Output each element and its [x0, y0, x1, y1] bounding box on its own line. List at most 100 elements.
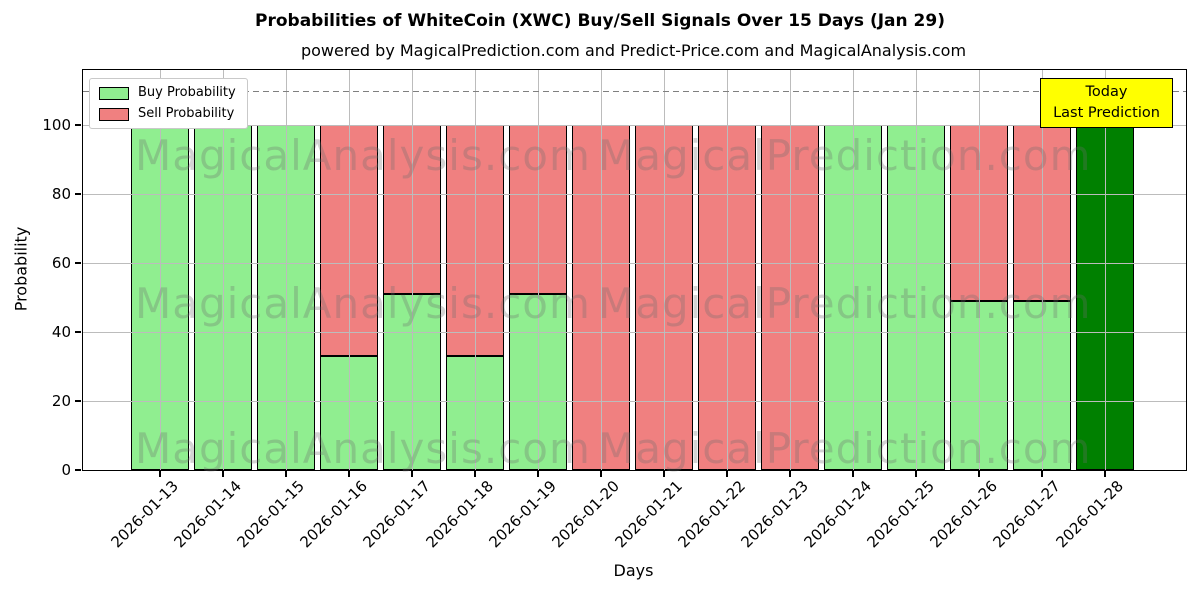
vertical-gridline — [790, 70, 791, 470]
bar-sell-2026-01-18 — [446, 125, 504, 357]
x-tick-label: 2026-01-19 — [485, 477, 560, 552]
today-annotation-line2: Last Prediction — [1053, 105, 1160, 121]
x-tick-label: 2026-01-27 — [989, 477, 1064, 552]
x-tick-mark — [285, 471, 287, 477]
bar-buy-2026-01-15 — [257, 125, 315, 470]
bar-buy-2026-01-14 — [194, 125, 252, 470]
vertical-gridline — [727, 70, 728, 470]
horizontal-gridline — [83, 263, 1186, 264]
x-tick-label: 2026-01-22 — [674, 477, 749, 552]
bar-buy-2026-01-17 — [383, 294, 441, 470]
x-tick-mark — [726, 471, 728, 477]
vertical-gridline — [538, 70, 539, 470]
sell-color-swatch — [99, 107, 129, 121]
y-tick-label: 80 — [51, 185, 71, 203]
x-tick-label: 2026-01-24 — [800, 477, 875, 552]
bar-buy-2026-01-16 — [320, 356, 378, 470]
x-tick-mark — [978, 471, 980, 477]
x-tick-label: 2026-01-20 — [548, 477, 623, 552]
today-annotation-box: Today Last Prediction — [1040, 78, 1173, 128]
x-tick-label: 2026-01-18 — [422, 477, 497, 552]
y-tick-label: 20 — [51, 392, 71, 410]
vertical-gridline — [412, 70, 413, 470]
x-tick-mark — [915, 471, 917, 477]
y-axis-label: Probability — [11, 226, 31, 312]
legend-item-buy: Buy Probability — [99, 86, 236, 100]
x-tick-label: 2026-01-23 — [737, 477, 812, 552]
x-tick-label: 2026-01-14 — [170, 477, 245, 552]
horizontal-gridline — [83, 401, 1186, 402]
x-tick-mark — [537, 471, 539, 477]
x-tick-label: 2026-01-15 — [233, 477, 308, 552]
x-axis-label: Days — [613, 561, 654, 580]
y-tick-mark — [75, 262, 81, 264]
x-tick-mark — [222, 471, 224, 477]
x-tick-label: 2026-01-13 — [107, 477, 182, 552]
bar-sell-2026-01-17 — [383, 125, 441, 295]
y-tick-label: 100 — [42, 116, 71, 134]
x-tick-label: 2026-01-28 — [1052, 477, 1127, 552]
x-tick-mark — [348, 471, 350, 477]
bar-sell-2026-01-27 — [1013, 125, 1071, 301]
watermark-text: MagicalAnalysis.com — [135, 131, 591, 180]
x-tick-label: 2026-01-25 — [863, 477, 938, 552]
bar-sell-2026-01-21 — [635, 125, 693, 470]
grid-layer — [83, 70, 1186, 470]
y-tick-label: 40 — [51, 323, 71, 341]
threshold-dashed-line — [83, 90, 1186, 92]
vertical-gridline — [664, 70, 665, 470]
vertical-gridline — [349, 70, 350, 470]
y-tick-label: 0 — [61, 461, 71, 479]
vertical-gridline — [1105, 70, 1106, 470]
x-tick-mark — [663, 471, 665, 477]
bar-buy-2026-01-24 — [824, 125, 882, 470]
bar-buy-2026-01-25 — [887, 125, 945, 470]
vertical-gridline — [853, 70, 854, 470]
y-tick-mark — [75, 124, 81, 126]
vertical-gridline — [979, 70, 980, 470]
x-tick-label: 2026-01-21 — [611, 477, 686, 552]
legend: Buy Probability Sell Probability — [89, 78, 248, 129]
bar-buy-2026-01-28 — [1076, 125, 1134, 470]
y-tick-mark — [75, 469, 81, 471]
y-tick-label: 60 — [51, 254, 71, 272]
bar-sell-2026-01-19 — [509, 125, 567, 295]
y-tick-mark — [75, 331, 81, 333]
vertical-gridline — [286, 70, 287, 470]
x-tick-mark — [1104, 471, 1106, 477]
bar-buy-2026-01-18 — [446, 356, 504, 470]
legend-item-sell: Sell Probability — [99, 107, 236, 121]
horizontal-gridline — [83, 194, 1186, 195]
legend-sell-label: Sell Probability — [138, 106, 235, 121]
y-tick-mark — [75, 193, 81, 195]
bar-sell-2026-01-20 — [572, 125, 630, 470]
bars-layer — [83, 70, 1186, 470]
horizontal-gridline — [83, 332, 1186, 333]
watermark-text: MagicalPrediction.com — [598, 131, 1092, 180]
y-tick-mark — [75, 400, 81, 402]
watermark-text: MagicalAnalysis.com — [135, 424, 591, 473]
buy-color-swatch — [99, 86, 129, 100]
chart-title: Probabilities of WhiteCoin (XWC) Buy/Sel… — [255, 11, 945, 31]
bar-sell-2026-01-22 — [698, 125, 756, 470]
x-tick-mark — [600, 471, 602, 477]
vertical-gridline — [475, 70, 476, 470]
legend-buy-label: Buy Probability — [138, 85, 236, 100]
watermark-text: MagicalPrediction.com — [598, 424, 1092, 473]
vertical-gridline — [160, 70, 161, 470]
x-tick-mark — [789, 471, 791, 477]
x-tick-mark — [852, 471, 854, 477]
bar-sell-2026-01-26 — [950, 125, 1008, 301]
vertical-gridline — [601, 70, 602, 470]
bar-buy-2026-01-19 — [509, 294, 567, 470]
today-annotation-line1: Today — [1085, 84, 1128, 100]
bar-buy-2026-01-26 — [950, 300, 1008, 470]
x-tick-label: 2026-01-17 — [359, 477, 434, 552]
bar-sell-2026-01-16 — [320, 125, 378, 357]
vertical-gridline — [916, 70, 917, 470]
x-tick-label: 2026-01-26 — [926, 477, 1001, 552]
plot-area: MagicalAnalysis.com MagicalPrediction.com… — [82, 69, 1187, 471]
x-tick-mark — [1041, 471, 1043, 477]
x-tick-mark — [411, 471, 413, 477]
